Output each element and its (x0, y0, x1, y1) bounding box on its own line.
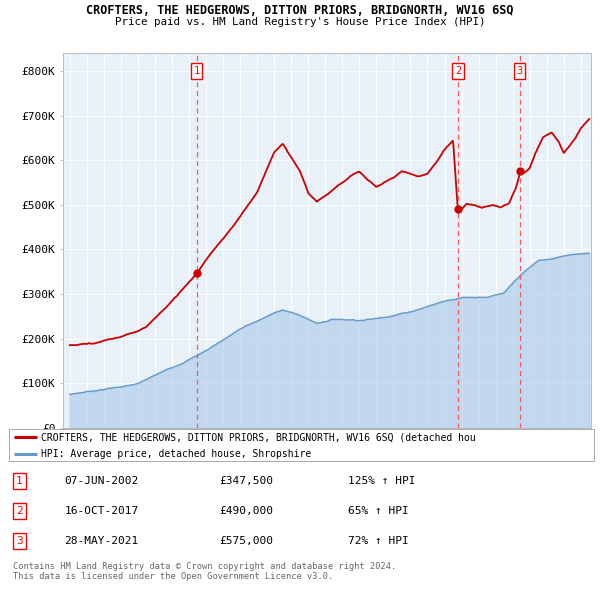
Text: 125% ↑ HPI: 125% ↑ HPI (348, 476, 416, 486)
Text: 1: 1 (193, 66, 200, 76)
Text: This data is licensed under the Open Government Licence v3.0.: This data is licensed under the Open Gov… (13, 572, 334, 581)
Text: 1: 1 (16, 476, 23, 486)
Text: Contains HM Land Registry data © Crown copyright and database right 2024.: Contains HM Land Registry data © Crown c… (13, 562, 397, 571)
Text: Price paid vs. HM Land Registry's House Price Index (HPI): Price paid vs. HM Land Registry's House … (115, 17, 485, 27)
Text: CROFTERS, THE HEDGEROWS, DITTON PRIORS, BRIDGNORTH, WV16 6SQ (detached hou: CROFTERS, THE HEDGEROWS, DITTON PRIORS, … (41, 432, 475, 442)
Text: £575,000: £575,000 (220, 536, 274, 546)
Text: 2: 2 (16, 506, 23, 516)
Text: HPI: Average price, detached house, Shropshire: HPI: Average price, detached house, Shro… (41, 449, 311, 459)
Text: 28-MAY-2021: 28-MAY-2021 (65, 536, 139, 546)
Text: 72% ↑ HPI: 72% ↑ HPI (348, 536, 409, 546)
Text: £490,000: £490,000 (220, 506, 274, 516)
Text: CROFTERS, THE HEDGEROWS, DITTON PRIORS, BRIDGNORTH, WV16 6SQ: CROFTERS, THE HEDGEROWS, DITTON PRIORS, … (86, 4, 514, 17)
Text: 3: 3 (16, 536, 23, 546)
Text: £347,500: £347,500 (220, 476, 274, 486)
Text: 07-JUN-2002: 07-JUN-2002 (65, 476, 139, 486)
Text: 3: 3 (517, 66, 523, 76)
Text: 65% ↑ HPI: 65% ↑ HPI (348, 506, 409, 516)
Text: 2: 2 (455, 66, 461, 76)
Text: 16-OCT-2017: 16-OCT-2017 (65, 506, 139, 516)
